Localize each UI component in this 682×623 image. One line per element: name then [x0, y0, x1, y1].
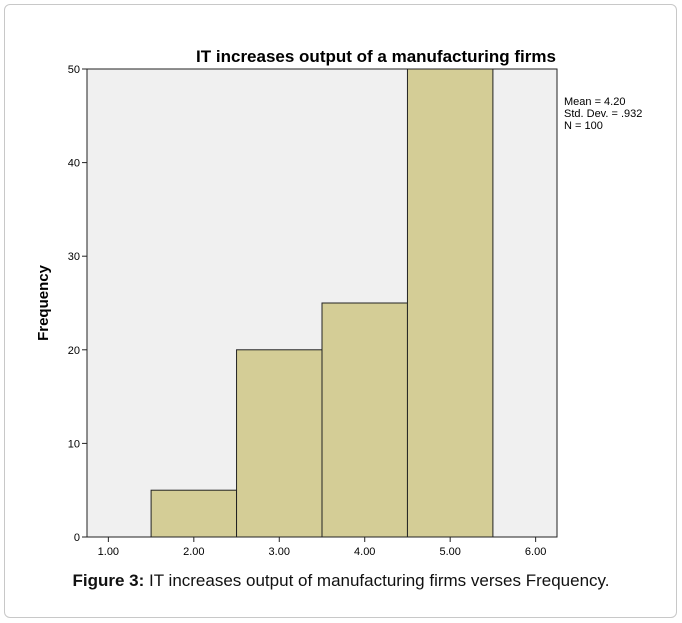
x-tick-label-4: 5.00 [439, 546, 460, 558]
y-tick-label-5: 50 [68, 64, 80, 76]
stats-mean: Mean = 4.20 [564, 96, 625, 108]
y-tick-label-0: 0 [74, 532, 80, 544]
x-tick-label-5: 6.00 [525, 546, 546, 558]
chart-title: IT increases output of a manufacturing f… [196, 47, 556, 66]
x-tick-label-0: 1.00 [98, 546, 119, 558]
y-tick-label-4: 40 [68, 158, 80, 170]
stats-n: N = 100 [564, 120, 603, 132]
y-axis-label: Frequency [35, 264, 52, 341]
figure-caption: Figure 3: IT increases output of manufac… [0, 571, 682, 591]
histogram-bar-1 [236, 349, 323, 538]
histogram-bar-0 [150, 489, 238, 538]
histogram-chart: IT increases output of a manufacturing f… [35, 47, 642, 558]
x-tick-label-3: 4.00 [354, 546, 375, 558]
histogram-bar-3 [406, 68, 494, 538]
y-tick-label-3: 30 [68, 251, 80, 263]
bars-group [150, 68, 494, 538]
caption-label: Figure 3: [72, 571, 145, 590]
histogram-bar-2 [321, 302, 408, 538]
caption-text: IT increases output of manufacturing fir… [144, 571, 610, 590]
y-tick-label-2: 20 [68, 345, 80, 357]
stats-std-dev: Std. Dev. = .932 [564, 108, 642, 120]
x-tick-label-1: 2.00 [183, 546, 204, 558]
y-tick-label-1: 10 [68, 438, 80, 450]
y-axis: 0 10 20 30 40 50 [68, 64, 87, 544]
x-tick-label-2: 3.00 [269, 546, 290, 558]
x-axis: 1.00 2.00 3.00 4.00 5.00 6.00 [98, 537, 546, 558]
stats-box: Mean = 4.20 Std. Dev. = .932 N = 100 [564, 96, 642, 132]
